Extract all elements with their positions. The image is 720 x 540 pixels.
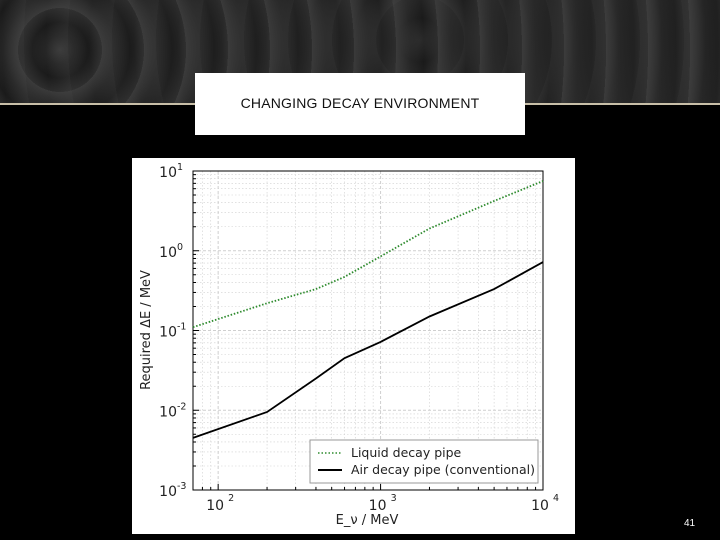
x-tick-exponent: 2	[228, 493, 234, 504]
tick-layer: 10 2 10 3 10 410 -310 -210 -110 010 1	[159, 162, 559, 514]
y-axis-label: Required ΔE / MeV	[139, 270, 154, 390]
chart-panel: 10 2 10 3 10 4 10 -3 10 -2 10 -1 10 0 10 1 Liquid decay…	[132, 158, 575, 534]
x-tick-label: 10	[369, 498, 387, 514]
legend-label-liquid: Liquid decay pipe	[351, 445, 462, 460]
y-tick-label: 10	[159, 404, 177, 420]
chart: 10 2 10 3 10 410 -310 -210 -110 010 1 Liquid decay…	[139, 162, 559, 528]
y-tick-label: 10	[159, 165, 177, 181]
x-tick-label: 10	[531, 498, 549, 514]
legend-label-air: Air decay pipe (conventional)	[351, 462, 535, 477]
x-axis-label: E_ν / MeV	[336, 513, 399, 528]
series-layer	[192, 180, 544, 439]
y-tick-label: 10	[159, 245, 177, 261]
y-tick-label: 10	[159, 325, 177, 341]
y-tick-exponent: 1	[177, 162, 183, 173]
x-tick-exponent: 4	[553, 493, 559, 504]
x-tick-label: 10	[206, 498, 224, 514]
slide-title: CHANGING DECAY ENVIRONMENT	[240, 95, 480, 111]
y-tick-exponent: -1	[177, 322, 186, 333]
decorative-banner	[0, 0, 720, 104]
y-tick-exponent: -2	[177, 401, 186, 412]
legend-box	[309, 439, 539, 484]
y-tick-label: 10	[159, 484, 177, 500]
page-number: 41	[684, 518, 696, 529]
title-box: CHANGING DECAY ENVIRONMENT	[195, 73, 525, 135]
legend: Liquid decay pipe Air decay pipe (conven…	[309, 439, 539, 484]
x-tick-exponent: 3	[391, 493, 397, 504]
y-tick-exponent: 0	[177, 242, 183, 253]
series-line-liquid	[192, 180, 544, 329]
y-tick-exponent: -3	[177, 481, 186, 492]
series-line-air	[192, 261, 544, 439]
